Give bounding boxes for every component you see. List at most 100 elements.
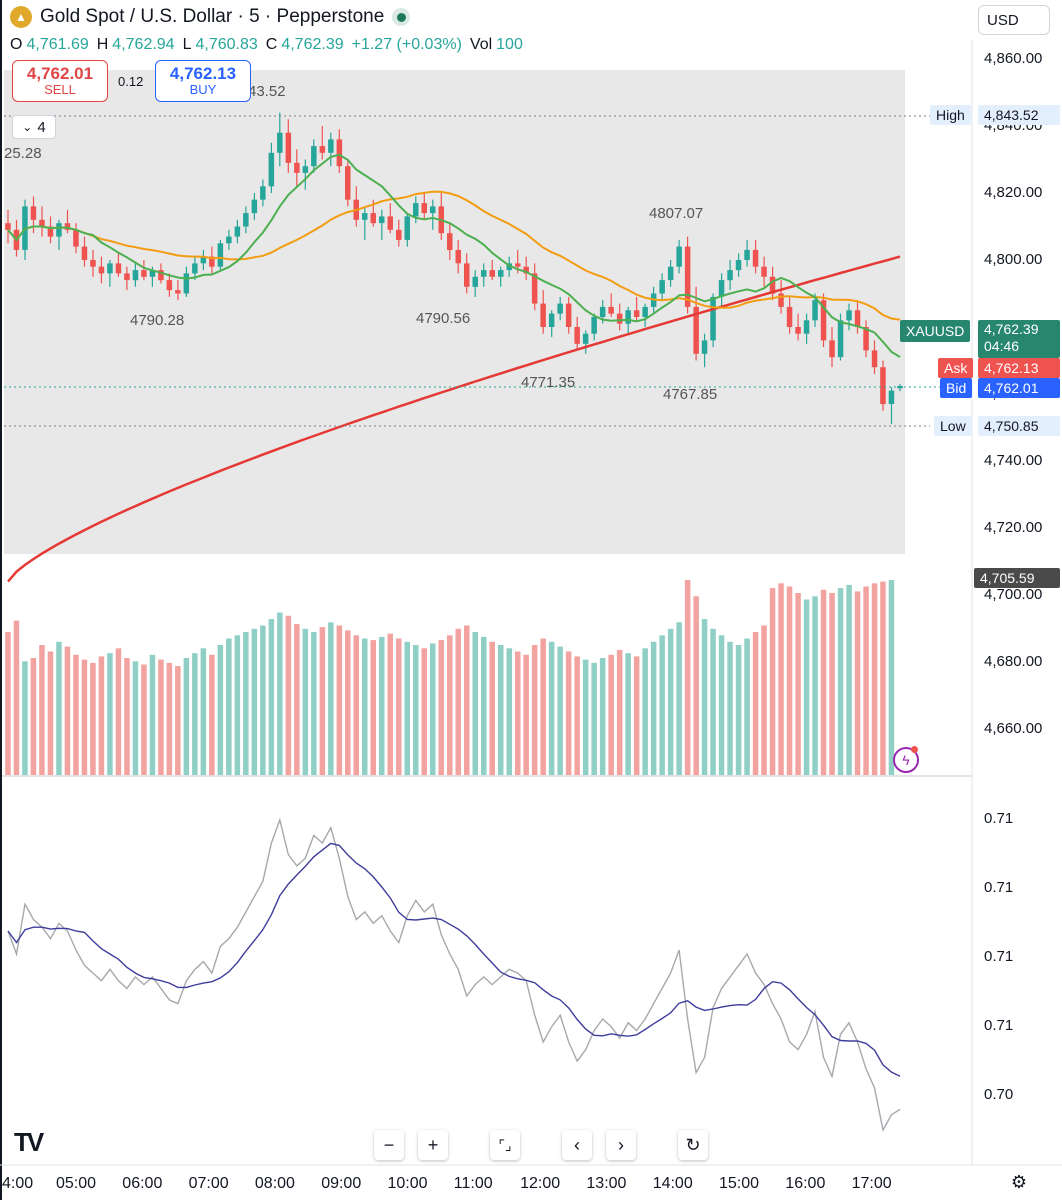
volume-bar — [880, 581, 886, 775]
volume-bar — [574, 656, 580, 775]
volume-bar — [370, 640, 376, 775]
candle-body — [854, 310, 861, 328]
volume-bar — [302, 628, 309, 776]
volume-bar — [311, 632, 317, 775]
pepperstone-logo-icon: ▲ — [10, 6, 32, 28]
candle-body — [345, 166, 351, 200]
volume-bar — [812, 596, 818, 776]
volume-bar — [464, 625, 470, 775]
candle-body — [710, 296, 716, 341]
volume-bar — [447, 635, 453, 776]
volume-bar — [582, 659, 589, 775]
volume-bar — [166, 662, 173, 775]
volume-bar — [523, 654, 529, 776]
candle — [455, 239, 461, 274]
candle-body — [778, 293, 784, 307]
candle — [56, 219, 62, 250]
volume-bar — [489, 641, 495, 776]
candle-body — [625, 310, 631, 324]
candle — [608, 293, 614, 317]
volume-bar — [472, 632, 478, 775]
volume-bar — [633, 656, 640, 775]
volume-bar — [608, 654, 614, 776]
zoom-in-button[interactable]: + — [418, 1130, 448, 1160]
price-axis-tick: 4,740.00 — [984, 452, 1043, 469]
candle — [115, 253, 122, 277]
symbol-title-row[interactable]: ▲ Gold Spot / U.S. Dollar · 5 · Pepperst… — [10, 6, 411, 28]
currency-select[interactable]: USD — [978, 5, 1050, 35]
close-key: C — [265, 36, 278, 53]
chevron-right-icon: › — [618, 1134, 624, 1155]
candle-body — [39, 219, 45, 227]
time-axis-tick: 09:00 — [321, 1175, 362, 1192]
symbol-title[interactable]: Gold Spot / U.S. Dollar · 5 · Pepperston… — [40, 6, 385, 27]
volume-bar — [353, 635, 359, 776]
chart-zoom-toolbar: − + ⌜⌟ ‹ › ↻ — [374, 1130, 708, 1160]
open-key: O — [10, 36, 23, 53]
reset-scale-button[interactable]: ⌜⌟ — [490, 1130, 520, 1160]
candle-body — [56, 223, 62, 237]
symbol-tag-label: XAUUSD — [900, 320, 971, 342]
volume-bar — [124, 658, 130, 775]
candle-body — [608, 306, 614, 314]
volume-bar — [56, 641, 62, 776]
candle-body — [642, 306, 648, 317]
indicators-toggle-button[interactable]: ⌄ 4 — [12, 115, 56, 139]
volume-bar — [13, 620, 20, 775]
ma-slow-line — [7, 255, 901, 583]
volume-bar — [718, 635, 725, 776]
candle-body — [684, 246, 691, 307]
volume-bar — [141, 664, 147, 775]
candle-body — [820, 300, 827, 341]
candle-body — [234, 226, 241, 237]
candle-body — [115, 263, 122, 274]
plus-icon: + — [427, 1134, 439, 1155]
candle-body — [489, 270, 495, 277]
candle — [243, 206, 249, 234]
candle-body — [744, 249, 750, 260]
volume-bar — [430, 643, 436, 775]
candle — [565, 296, 572, 334]
candle-body — [302, 166, 309, 173]
change-value: +1.27 (+0.03%) — [351, 36, 462, 53]
sell-button[interactable]: 4,762.01 SELL — [12, 60, 108, 102]
oscillator-signal-line — [7, 842, 901, 1077]
candle-body — [659, 280, 665, 294]
volume-bar — [786, 586, 793, 775]
candle-body — [506, 263, 512, 271]
candle — [73, 223, 79, 254]
candle-body — [752, 249, 759, 267]
currency-value: USD — [987, 11, 1019, 29]
candle — [328, 132, 334, 167]
zoom-out-button[interactable]: − — [374, 1130, 404, 1160]
candle-body — [217, 243, 224, 267]
volume-bar — [22, 661, 28, 776]
candle — [175, 280, 181, 301]
high-tag-value: 4,843.52 — [978, 105, 1060, 125]
volume-bar — [676, 622, 682, 776]
volume-bar — [175, 666, 181, 775]
tradingview-logo-icon[interactable]: TV — [14, 1127, 44, 1157]
candle-body — [812, 300, 818, 321]
buy-button[interactable]: 4,762.13 BUY — [155, 60, 251, 102]
ask-tag-value: 4,762.13 — [978, 358, 1060, 378]
settings-gear-icon[interactable]: ⚙ — [1010, 1171, 1028, 1192]
candle-body — [370, 213, 376, 224]
candle — [107, 260, 113, 287]
scroll-left-button[interactable]: ‹ — [562, 1130, 592, 1160]
volume-bar — [277, 612, 283, 775]
candle — [752, 239, 759, 274]
candle — [464, 253, 470, 294]
candle-body — [421, 203, 427, 214]
candle — [854, 300, 861, 334]
scroll-right-button[interactable]: › — [606, 1130, 636, 1160]
volume-bar — [64, 646, 71, 775]
volume-bar — [5, 632, 11, 775]
refresh-icon: ↻ — [685, 1134, 701, 1155]
reset-chart-button[interactable]: ↻ — [678, 1130, 708, 1160]
candle — [795, 313, 801, 341]
candle — [642, 303, 648, 327]
session-highlight — [4, 70, 905, 554]
volume-bar — [387, 633, 393, 775]
